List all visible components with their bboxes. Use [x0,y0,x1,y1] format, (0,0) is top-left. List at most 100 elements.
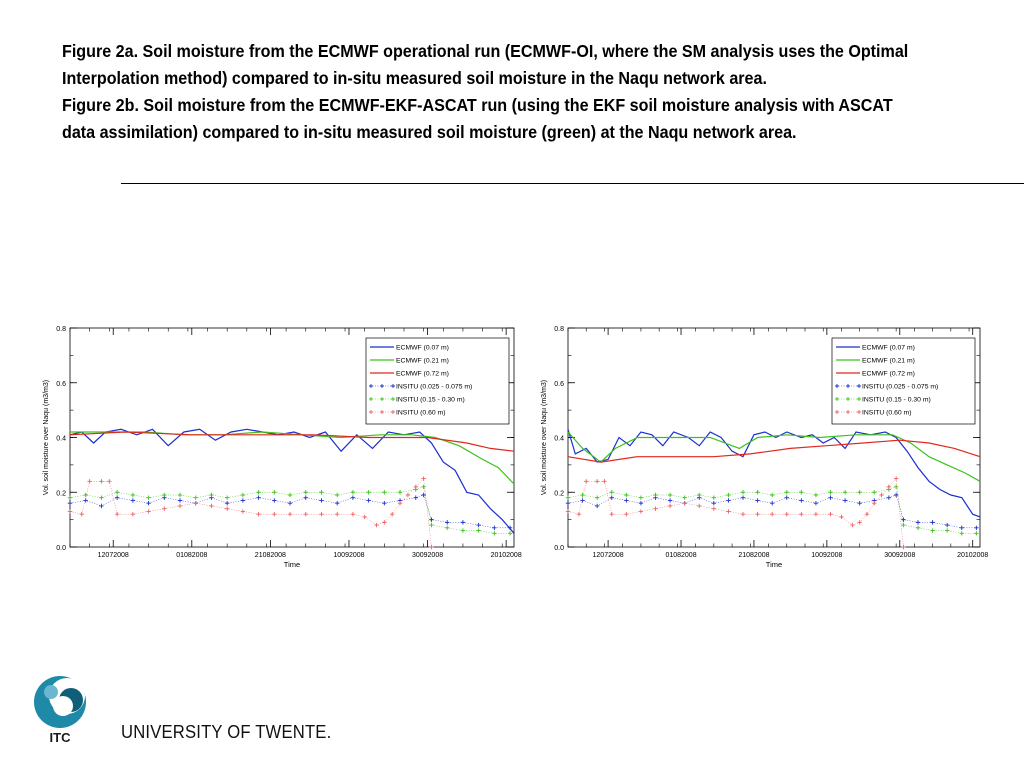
legend-label: INSITU (0.60 m) [862,410,911,417]
data-point [828,495,833,500]
x-tick-label: 12072008 [98,552,129,559]
data-point [959,525,964,531]
series-connector [567,478,904,548]
y-tick-label: 0.0 [554,545,564,552]
legend-marker [391,384,395,388]
data-point [272,511,277,517]
data-point [602,479,607,484]
data-point [366,498,371,503]
y-tick-label: 0.0 [56,545,66,552]
data-point [857,490,862,495]
data-point [813,501,819,506]
data-point [362,514,367,520]
data-point [334,511,340,517]
data-point [99,479,104,484]
data-point [507,525,513,531]
x-tick-label: 20102008 [957,552,988,559]
chart-2a-svg: 0.0 0.2 0.4 0.6 0.8 12072008 01082008 21082008 1… [43,326,522,569]
y-axis-label: Vol. soil moisture over Naqu (m3/m3) [541,380,548,495]
data-point [813,511,819,517]
caption-figure-2b: Figure 2b. Soil moisture from the ECMWF-… [62,95,893,142]
data-point [726,492,731,498]
x-tick-label: 10092008 [333,552,364,559]
data-point [594,495,600,500]
data-point [460,520,466,525]
data-point [287,492,293,498]
data-point [565,495,571,500]
data-point [83,498,88,503]
data-point [638,501,644,506]
data-point [114,490,120,495]
data-point [842,498,848,503]
data-point [740,511,746,517]
data-point [397,490,403,495]
data-point [901,517,906,522]
data-point [99,495,104,500]
series-5 [67,484,513,536]
data-point [755,490,760,495]
data-point [711,495,717,500]
chart-2b-svg: 0.0 0.2 0.4 0.6 0.8 12072008 01082008 21082008 1… [541,326,988,569]
data-point [146,501,151,506]
legend-marker [857,410,861,414]
data-point [177,503,183,509]
data-point [769,501,775,506]
data-point [405,492,411,498]
data-point [711,501,717,506]
legend-label: INSITU (0.025 - 0.075 m) [862,384,938,391]
chart-figure-2b: 0.0 0.2 0.4 0.6 0.8 12072008 01082008 21082008 1… [536,320,988,572]
series-4 [67,492,513,531]
data-point [334,501,340,506]
x-tick-label: 30092008 [412,552,443,559]
data-point [901,544,906,550]
data-point [872,490,877,495]
data-point [667,492,673,498]
data-point [146,495,151,500]
data-point [67,509,73,514]
data-point [303,495,308,500]
legend-label: ECMWF (0.21 m) [396,358,449,365]
data-point [130,492,136,498]
figure-caption: Figure 2a. Soil moisture from the ECMWF … [62,38,908,146]
x-tick-label: 21082008 [738,552,769,559]
data-point [429,517,434,522]
data-point [584,479,589,484]
legend-box [831,337,976,425]
data-point [272,498,277,503]
data-point [224,501,230,506]
data-point [784,495,789,500]
data-point [944,522,950,528]
legend-marker [380,397,384,401]
data-point [959,531,964,536]
data-point [319,498,324,503]
data-point [87,479,92,484]
legend-marker [857,397,861,401]
data-point [374,522,379,528]
data-point [492,531,497,536]
legend-marker [391,410,395,414]
data-point [839,514,844,520]
y-tick-label: 0.4 [554,436,564,443]
legend-marker [835,410,839,414]
legend-box [365,337,510,425]
data-point [209,503,214,509]
data-point [740,495,746,500]
data-point [162,492,167,498]
data-point [476,528,481,533]
data-point [79,511,84,517]
data-point [67,495,73,500]
series-connector [567,494,977,529]
data-point [193,495,198,500]
legend-label: ECMWF (0.72 m) [396,371,449,378]
data-point [366,490,371,495]
legend-label: INSITU (0.60 m) [396,410,445,417]
data-point [397,501,403,506]
x-tick-label: 12072008 [593,552,624,559]
data-point [240,498,246,503]
legend-marker [369,397,373,401]
data-point [784,490,789,495]
data-point [287,501,293,506]
y-tick-label: 0.8 [554,326,564,333]
x-tick-label: 30092008 [884,552,915,559]
series-line [567,431,981,482]
